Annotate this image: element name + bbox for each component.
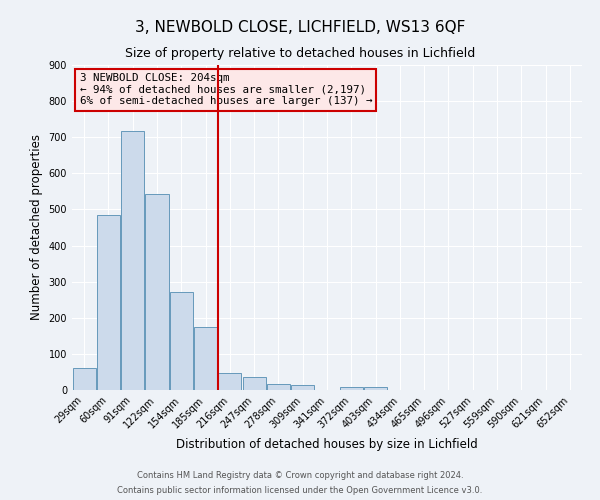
Bar	[291, 385, 314, 390]
Bar	[194, 327, 217, 390]
Bar	[170, 292, 193, 390]
X-axis label: Distribution of detached houses by size in Lichfield: Distribution of detached houses by size …	[176, 438, 478, 451]
Y-axis label: Number of detached properties: Number of detached properties	[30, 134, 43, 320]
Bar	[267, 384, 290, 390]
Bar	[218, 372, 241, 390]
Text: Size of property relative to detached houses in Lichfield: Size of property relative to detached ho…	[125, 48, 475, 60]
Bar	[121, 132, 144, 390]
Text: 3, NEWBOLD CLOSE, LICHFIELD, WS13 6QF: 3, NEWBOLD CLOSE, LICHFIELD, WS13 6QF	[135, 20, 465, 35]
Text: Contains public sector information licensed under the Open Government Licence v3: Contains public sector information licen…	[118, 486, 482, 495]
Bar	[73, 368, 95, 390]
Bar	[97, 215, 120, 390]
Bar	[242, 378, 266, 390]
Text: Contains HM Land Registry data © Crown copyright and database right 2024.: Contains HM Land Registry data © Crown c…	[137, 471, 463, 480]
Bar	[145, 194, 169, 390]
Bar	[340, 387, 363, 390]
Text: 3 NEWBOLD CLOSE: 204sqm
← 94% of detached houses are smaller (2,197)
6% of semi-: 3 NEWBOLD CLOSE: 204sqm ← 94% of detache…	[80, 73, 372, 106]
Bar	[364, 387, 387, 390]
